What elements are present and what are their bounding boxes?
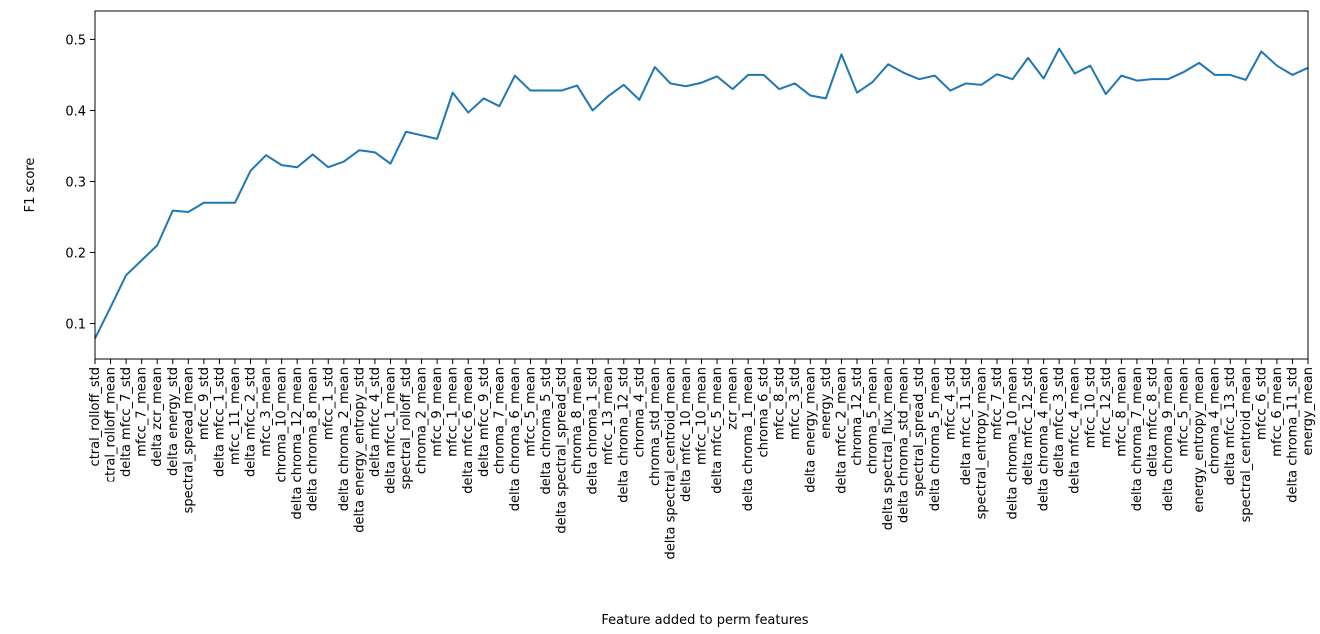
x-tick-label: delta chroma_1_mean (741, 367, 756, 511)
x-tick-label: chroma_5_mean (866, 367, 881, 474)
y-tick-label: 0.2 (65, 246, 86, 261)
x-tick-label: spectral_rolloff_std (399, 367, 414, 489)
x-tick-label: delta chroma_5_std (539, 367, 554, 494)
x-tick-label: delta mfcc_7_std (119, 367, 134, 477)
x-tick-label: delta mfcc_8_std (1145, 367, 1160, 477)
x-tick-label: delta mfcc_4_std (368, 367, 383, 477)
x-tick-label: chroma_8_mean (570, 367, 585, 474)
x-tick-label: delta mfcc_1_std (212, 367, 227, 477)
x-tick-label: delta chroma_6_mean (508, 367, 523, 511)
x-tick-label: delta chroma_2_mean (337, 367, 352, 511)
x-tick-label: mfcc_4_std (943, 367, 958, 440)
y-tick-label: 0.1 (65, 317, 86, 332)
x-tick-label: chroma_2_mean (415, 367, 430, 474)
x-tick-label: mfcc_9_mean (430, 367, 445, 457)
x-tick-label: delta chroma_12_std (617, 367, 632, 503)
x-tick-label: delta energy_entropy_std (352, 367, 367, 533)
x-tick-label: mfcc_9_std (197, 367, 212, 440)
x-tick-label: delta mfcc_3_std (1052, 367, 1067, 477)
x-tick-label: delta mfcc_9_std (477, 367, 492, 477)
x-tick-label: mfcc_13_mean (601, 367, 616, 465)
x-tick-label: chroma_6_std (757, 367, 772, 457)
x-tick-label: delta mfcc_2_std (244, 367, 259, 477)
x-tick-label: delta chroma_1_std (586, 367, 601, 494)
x-axis-ticks: delta spectral_rolloff_std spectral_rollo… (88, 359, 1316, 559)
x-tick-label: delta chroma_5_mean (928, 367, 943, 511)
x-tick-label: delta chroma_10_mean (1006, 367, 1021, 520)
x-tick-label: mfcc_6_std (1254, 367, 1269, 440)
y-tick-label: 0.5 (65, 33, 86, 48)
x-tick-label: delta spectral_rolloff_std (88, 367, 103, 527)
f1-score-line (94, 47, 1309, 339)
x-tick-label: delta mfcc_11_std (959, 367, 974, 485)
x-tick-label: delta mfcc_13_std (1223, 367, 1238, 485)
x-tick-label: zcr_mean (726, 367, 741, 430)
x-tick-label: mfcc_8_std (772, 367, 787, 440)
x-tick-label: delta chroma_12_mean (290, 367, 305, 520)
x-tick-label: delta chroma_8_mean (306, 367, 321, 511)
x-tick-label: delta mfcc_6_mean (461, 367, 476, 494)
x-tick-label: mfcc_5_mean (1177, 367, 1192, 457)
x-tick-label: delta mfcc_2_mean (834, 367, 849, 494)
x-tick-label: mfcc_3_mean (259, 367, 274, 457)
x-tick-label: delta mfcc_10_mean (679, 367, 694, 502)
x-tick-label: mfcc_7_std (990, 367, 1005, 440)
x-tick-label: delta mfcc_4_mean (1068, 367, 1083, 494)
x-tick-label: mfcc_10_mean (695, 367, 710, 465)
x-tick-label: spectral_centroid_mean (1239, 367, 1254, 522)
x-tick-label: delta chroma_11_std (1285, 367, 1300, 503)
x-tick-label: energy_entropy_mean (1192, 367, 1207, 512)
x-tick-label: energy_std (819, 367, 834, 439)
y-tick-label: 0.3 (65, 175, 86, 190)
x-tick-label: chroma_4_std (632, 367, 647, 457)
x-tick-label: delta mfcc_5_mean (710, 367, 725, 494)
x-tick-label: energy_mean (1301, 367, 1316, 456)
x-tick-label: delta chroma_7_mean (1130, 367, 1145, 511)
x-tick-label: delta spectral_spread_std (555, 367, 570, 534)
x-tick-label: mfcc_6_mean (1270, 367, 1285, 457)
x-tick-label: delta spectral_flux_mean (881, 367, 896, 530)
x-tick-label: chroma_std_mean (648, 367, 663, 486)
x-tick-label: spectral_entropy_mean (974, 367, 989, 519)
x-tick-label: delta chroma_9_mean (1161, 367, 1176, 511)
x-tick-label: delta mfcc_12_std (1021, 367, 1036, 485)
x-tick-label: delta chroma_std_mean (897, 367, 912, 523)
x-tick-label: delta zcr_mean (150, 367, 165, 467)
x-tick-label: chroma_4_mean (1208, 367, 1223, 474)
x-tick-label: delta chroma_4_mean (1037, 367, 1052, 511)
x-tick-label: mfcc_7_mean (135, 367, 150, 457)
y-axis-label: F1 score (23, 158, 38, 213)
x-tick-label: delta energy_std (166, 367, 181, 476)
plot-area-frame (94, 10, 1309, 360)
x-tick-label: delta energy_mean (803, 367, 818, 493)
y-axis-ticks: 0.1 0.2 0.3 0.4 0.5 (65, 33, 95, 332)
x-axis-label: Feature added to perm features (601, 613, 808, 628)
x-tick-label: chroma_12_std (850, 367, 865, 466)
x-tick-label: delta spectral_centroid_mean (663, 367, 678, 559)
x-tick-label: mfcc_11_mean (228, 367, 243, 465)
x-tick-label: mfcc_1_std (321, 367, 336, 440)
x-tick-label: chroma_10_mean (275, 367, 290, 482)
x-tick-label: spectral_rolloff_mean (104, 367, 119, 506)
x-tick-label: mfcc_5_mean (523, 367, 538, 457)
x-tick-label: delta mfcc_1_mean (383, 367, 398, 494)
x-tick-label: mfcc_1_mean (446, 367, 461, 457)
x-tick-label: mfcc_12_std (1099, 367, 1114, 448)
x-tick-label: spectral_spread_std (912, 367, 927, 497)
x-tick-label: mfcc_3_std (788, 367, 803, 440)
x-tick-label: mfcc_8_mean (1114, 367, 1129, 457)
x-tick-label: mfcc_10_std (1083, 367, 1098, 448)
x-tick-label: chroma_7_mean (492, 367, 507, 474)
y-tick-label: 0.4 (65, 104, 86, 119)
x-tick-label: spectral_spread_mean (181, 367, 196, 513)
